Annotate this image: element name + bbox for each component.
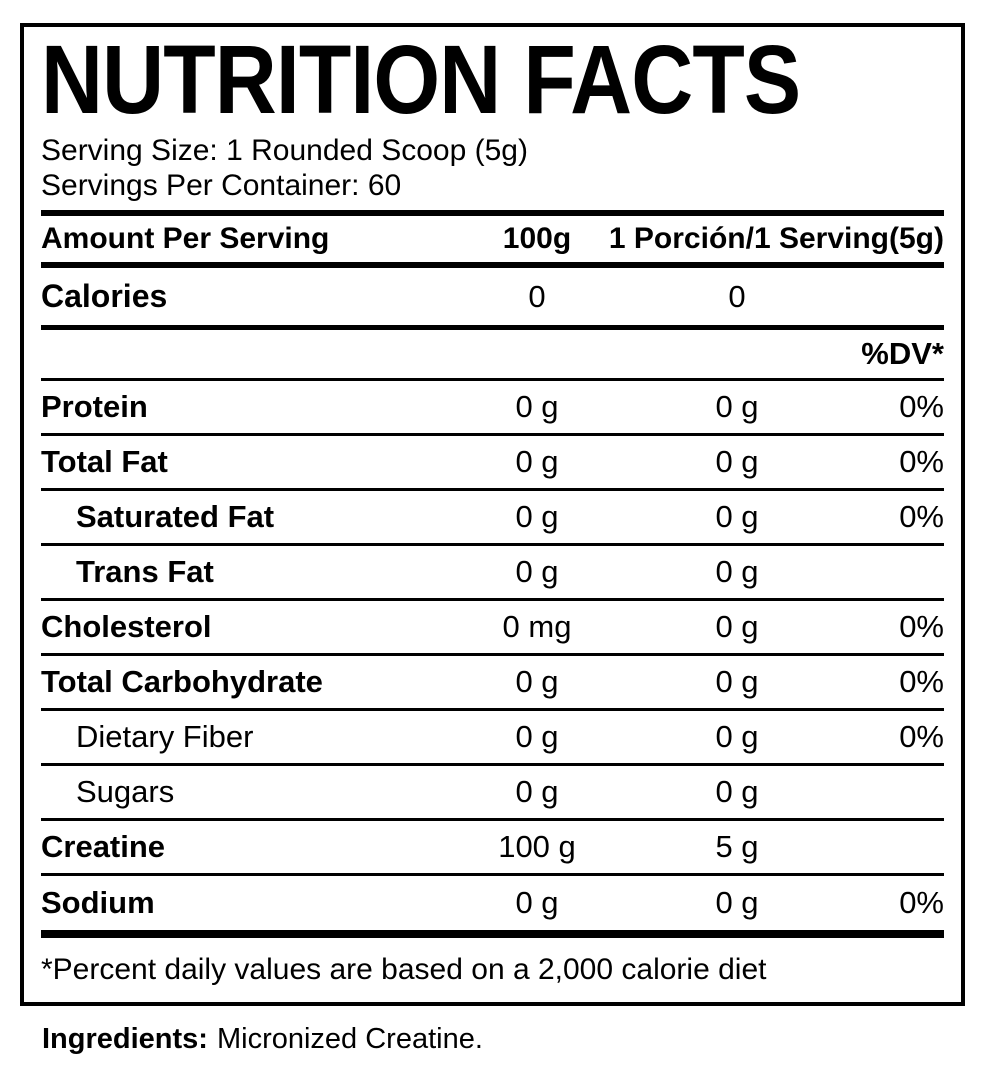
divider-thick-top [41,210,944,216]
value-per-serving: 0 g [715,664,759,699]
column-header-100g: 100g [502,222,572,255]
value-per-100g: 0 g [515,885,559,920]
nutrient-row: Sugars 0 g 0 g [41,766,944,821]
dv-footnote: *Percent daily values are based on a 2,0… [41,953,767,986]
nutrient-row: Dietary Fiber 0 g 0 g 0% [41,711,944,766]
ingredients-value: Micronized Creatine. [216,1023,483,1055]
nutrient-row: Cholesterol 0 mg 0 g 0% [41,601,944,656]
value-per-100g: 0 g [515,499,559,534]
value-per-100g: 100 g [498,829,576,864]
value-per-serving: 0 g [715,774,759,809]
value-per-serving: 0 g [715,885,759,920]
nutrient-name: Sugars [76,774,175,809]
daily-value: 0% [899,885,944,920]
value-per-serving: 5 g [715,829,759,864]
nutrient-row: Total Fat 0 g 0 g 0% [41,436,944,491]
nutrient-name: Protein [41,389,148,424]
daily-value: 0% [899,499,944,534]
value-per-100g: 0 g [515,554,559,589]
nutrient-row: Protein 0 g 0 g 0% [41,381,944,436]
dv-header: %DV* [861,336,944,371]
nutrition-facts-panel: NUTRITION FACTS Serving Size: 1 Rounded … [20,23,965,1006]
serving-info: Serving Size: 1 Rounded Scoop (5g) Servi… [41,133,944,203]
daily-value: 0% [899,389,944,424]
nutrient-row: Sodium 0 g 0 g 0% [41,876,944,938]
daily-value: 0% [899,719,944,754]
value-per-serving: 0 g [715,389,759,424]
nutrient-name: Dietary Fiber [76,719,254,754]
panel-title-text: NUTRITION FACTS [41,24,801,134]
calories-label: Calories [41,278,168,314]
daily-value: 0% [899,444,944,479]
value-per-serving: 0 g [715,554,759,589]
servings-per-container-line: Servings Per Container: 60 [41,169,402,202]
nutrient-name: Trans Fat [76,554,214,589]
serving-size-line: Serving Size: 1 Rounded Scoop (5g) [41,134,528,167]
column-header-serving: 1 Porción/1 Serving(5g) [608,222,944,255]
value-per-serving: 0 g [715,499,759,534]
calories-per-serving: 0 [728,278,746,314]
value-per-100g: 0 g [515,389,559,424]
daily-value: 0% [899,609,944,644]
daily-value: 0% [899,664,944,699]
panel-title: NUTRITION FACTS [41,31,944,128]
value-per-serving: 0 g [715,444,759,479]
nutrient-name: Sodium [41,885,155,920]
dv-header-row: %DV* [41,330,944,381]
ingredients-label: Ingredients: [42,1023,208,1055]
nutrient-row: Total Carbohydrate 0 g 0 g 0% [41,656,944,711]
nutrient-name: Creatine [41,829,166,864]
nutrient-name: Total Carbohydrate [41,664,323,699]
value-per-serving: 0 g [715,719,759,754]
nutrient-name: Saturated Fat [76,499,275,534]
column-header-row: Amount Per Serving 100g 1 Porción/1 Serv… [41,216,944,268]
nutrient-row: Trans Fat 0 g 0 g [41,546,944,601]
value-per-100g: 0 g [515,444,559,479]
nutrient-row: Creatine 100 g 5 g [41,821,944,876]
value-per-100g: 0 g [515,774,559,809]
value-per-100g: 0 g [515,664,559,699]
calories-row: Calories 0 0 [41,268,944,330]
nutrient-row: Saturated Fat 0 g 0 g 0% [41,491,944,546]
calories-per-100g: 0 [528,278,546,314]
value-per-100g: 0 g [515,719,559,754]
amount-per-serving-header: Amount Per Serving [41,222,330,255]
nutrient-name: Cholesterol [41,609,212,644]
value-per-100g: 0 mg [502,609,572,644]
value-per-serving: 0 g [715,609,759,644]
nutrient-name: Total Fat [41,444,168,479]
ingredients-line: Ingredients: Micronized Creatine. [42,1023,994,1056]
